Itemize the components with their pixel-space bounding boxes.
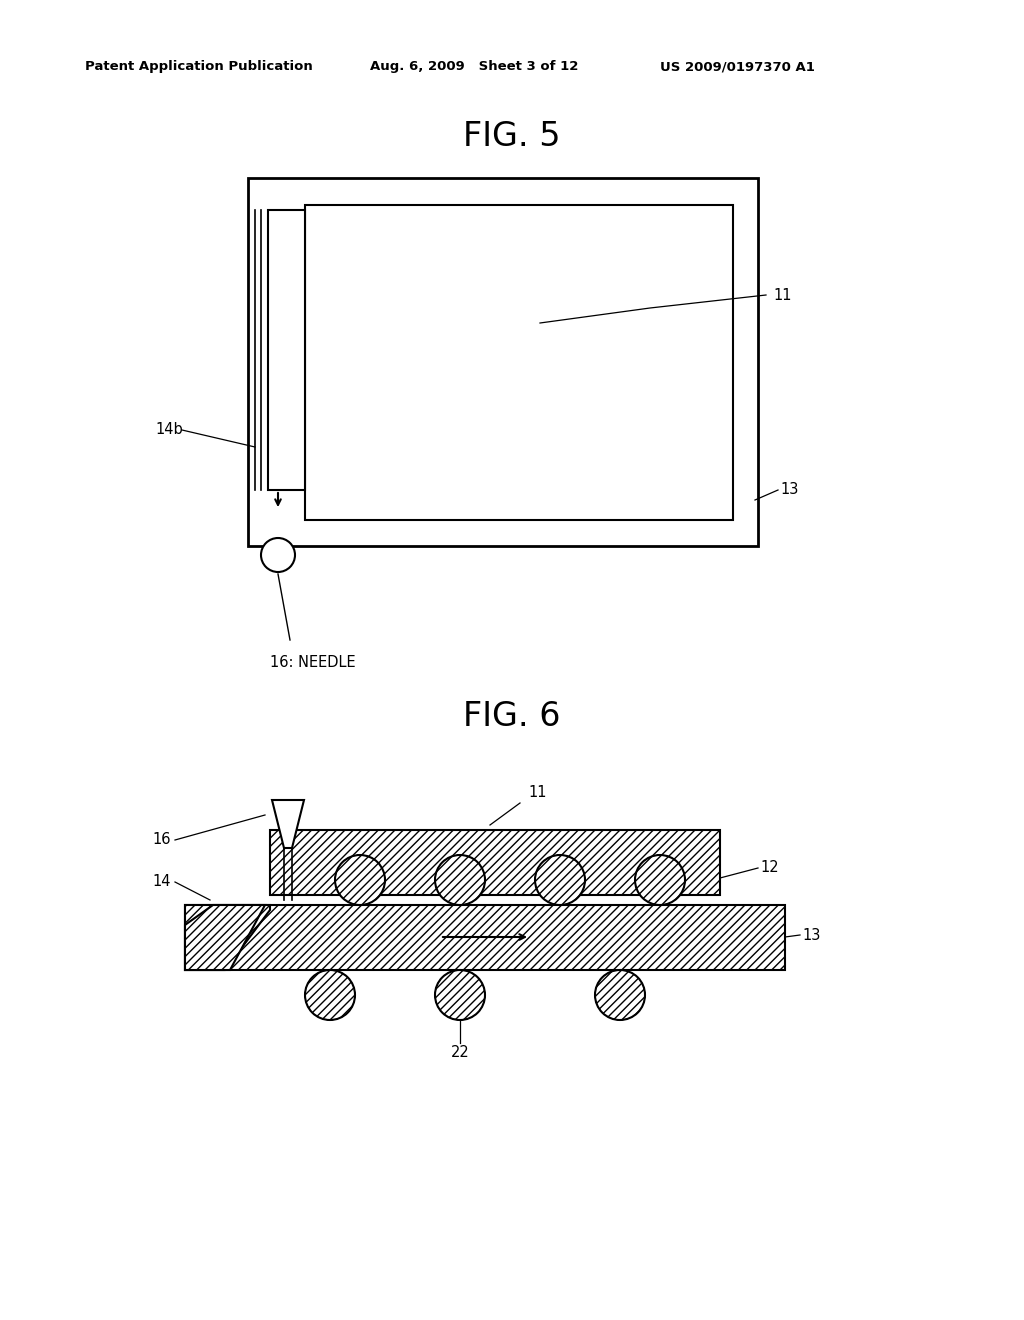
Bar <box>270 830 720 895</box>
Text: 16: 16 <box>152 833 171 847</box>
Bar <box>268 210 305 490</box>
Text: 11: 11 <box>773 288 792 302</box>
Polygon shape <box>185 906 265 970</box>
Circle shape <box>261 539 295 572</box>
Text: FIG. 5: FIG. 5 <box>463 120 561 153</box>
Circle shape <box>535 855 585 906</box>
Bar <box>270 830 720 895</box>
Text: 13: 13 <box>780 483 799 498</box>
Text: 13: 13 <box>802 928 820 942</box>
Text: 12: 12 <box>760 861 778 875</box>
Text: 22: 22 <box>451 1045 469 1060</box>
Circle shape <box>635 855 685 906</box>
Text: 16: NEEDLE: 16: NEEDLE <box>270 655 355 671</box>
Circle shape <box>305 970 355 1020</box>
Circle shape <box>435 970 485 1020</box>
Polygon shape <box>272 800 304 847</box>
Text: 14: 14 <box>152 874 171 890</box>
Text: 14b: 14b <box>155 422 182 437</box>
Circle shape <box>335 855 385 906</box>
Bar <box>248 178 758 546</box>
Text: US 2009/0197370 A1: US 2009/0197370 A1 <box>660 59 815 73</box>
Bar <box>185 906 785 970</box>
Circle shape <box>435 855 485 906</box>
Text: 11: 11 <box>528 785 547 800</box>
Text: Aug. 6, 2009   Sheet 3 of 12: Aug. 6, 2009 Sheet 3 of 12 <box>370 59 579 73</box>
Bar <box>305 205 733 520</box>
Text: FIG. 6: FIG. 6 <box>463 700 561 733</box>
Text: Patent Application Publication: Patent Application Publication <box>85 59 312 73</box>
Bar <box>185 906 785 970</box>
Circle shape <box>595 970 645 1020</box>
Polygon shape <box>185 906 270 970</box>
